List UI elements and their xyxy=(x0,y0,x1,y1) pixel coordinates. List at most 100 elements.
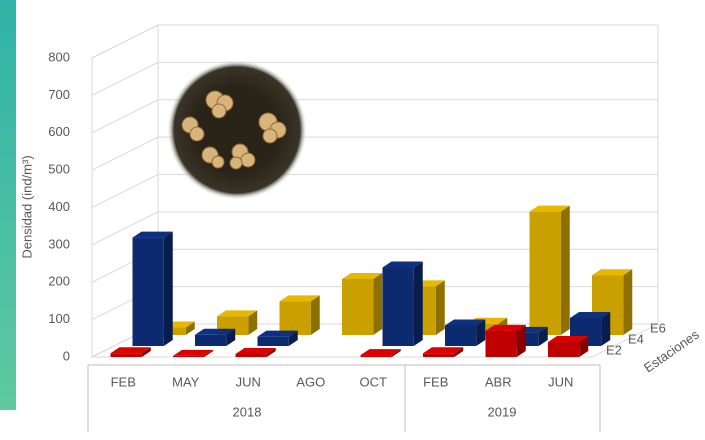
depth-label: E4 xyxy=(628,331,644,346)
bar-top xyxy=(360,349,401,356)
bar xyxy=(110,347,151,357)
bar-top xyxy=(485,324,526,331)
bar-top xyxy=(445,319,486,326)
y-axis-title: Densidad (ind/m³) xyxy=(19,155,34,258)
bar-top xyxy=(235,348,276,355)
bar-top xyxy=(548,336,589,343)
bar-side xyxy=(435,280,445,335)
bar-side xyxy=(266,348,276,357)
bar-top xyxy=(110,347,151,354)
bar-side xyxy=(288,330,298,346)
grid-line xyxy=(91,24,159,59)
bar-top xyxy=(423,347,464,354)
bar-front xyxy=(195,334,227,346)
bar xyxy=(360,349,401,357)
bar-front xyxy=(360,355,392,357)
bar-side xyxy=(413,261,423,346)
grid-line xyxy=(91,61,159,96)
bar-top xyxy=(279,295,320,302)
bar-front xyxy=(257,336,289,346)
bar xyxy=(257,330,298,346)
x-tick-label: JUN xyxy=(548,374,573,389)
grid-line xyxy=(91,211,159,246)
bar xyxy=(279,295,320,335)
x-tick-label: JUN xyxy=(236,374,261,389)
group-label: 2018 xyxy=(233,404,262,419)
x-tick-label: MAY xyxy=(172,374,200,389)
y-tick-label: 800 xyxy=(48,49,70,64)
bar-top xyxy=(570,311,611,318)
bar-side xyxy=(538,326,548,346)
bar-front xyxy=(445,325,477,346)
bar-top xyxy=(217,310,258,317)
y-tick-label: 700 xyxy=(48,87,70,102)
bar-side xyxy=(226,328,236,346)
grid-line xyxy=(91,174,159,208)
bar-side xyxy=(601,311,611,346)
y-tick-label: 500 xyxy=(48,162,70,177)
bar xyxy=(529,205,570,335)
bar-front xyxy=(173,355,205,357)
y-tick-label: 400 xyxy=(48,199,70,214)
bar xyxy=(423,347,464,357)
bar-side xyxy=(248,310,258,335)
bar xyxy=(195,328,236,346)
bar-front xyxy=(132,237,164,346)
bar xyxy=(548,336,589,357)
bar-side xyxy=(516,324,526,357)
bar-top xyxy=(592,269,633,276)
bar-side xyxy=(391,349,401,357)
bar-side xyxy=(623,269,633,335)
bar-side xyxy=(141,347,151,357)
bar-front xyxy=(423,353,455,357)
bar-front xyxy=(342,278,374,335)
bar-top xyxy=(132,231,173,238)
bar-front xyxy=(110,353,142,357)
bars xyxy=(110,205,633,357)
y-tick-label: 300 xyxy=(48,236,70,251)
grid-line xyxy=(91,99,159,134)
bar-front xyxy=(485,330,517,357)
bar-top xyxy=(257,330,298,337)
y-tick-label: 600 xyxy=(48,124,70,139)
bar xyxy=(132,231,173,346)
bar-front xyxy=(235,354,267,357)
bar xyxy=(342,272,383,335)
bar-top xyxy=(342,272,383,279)
bar-front xyxy=(382,267,414,346)
grid-line xyxy=(91,136,159,171)
bar-top xyxy=(529,205,570,212)
depth-label: E2 xyxy=(606,342,622,357)
bar-side xyxy=(204,349,214,357)
bar-front xyxy=(548,342,580,357)
photo xyxy=(167,60,307,200)
x-tick-label: ABR xyxy=(485,374,512,389)
bar-side xyxy=(560,205,570,335)
bar-side xyxy=(310,295,320,335)
bar xyxy=(382,261,423,346)
x-tick-label: FEB xyxy=(111,374,136,389)
bar-front xyxy=(279,301,311,335)
x-tick-label: FEB xyxy=(423,374,448,389)
bar-top xyxy=(173,349,214,356)
x-tick-label: AGO xyxy=(296,374,325,389)
group-label: 2019 xyxy=(488,404,517,419)
bar-side xyxy=(476,319,486,346)
bar-side xyxy=(454,347,464,357)
depth-label: E6 xyxy=(650,320,666,335)
y-tick-label: 0 xyxy=(63,348,70,363)
x-tick-label: OCT xyxy=(360,374,388,389)
bar-front xyxy=(529,211,561,335)
bar xyxy=(485,324,526,357)
y-tick-label: 200 xyxy=(48,274,70,289)
bar-side xyxy=(373,272,383,335)
bar-side xyxy=(163,231,173,346)
y-tick-label: 100 xyxy=(48,311,70,326)
bar-side xyxy=(579,336,589,357)
bar-top xyxy=(195,328,236,335)
side-band xyxy=(0,0,16,410)
bar xyxy=(235,348,276,357)
photo-inset xyxy=(167,60,307,200)
